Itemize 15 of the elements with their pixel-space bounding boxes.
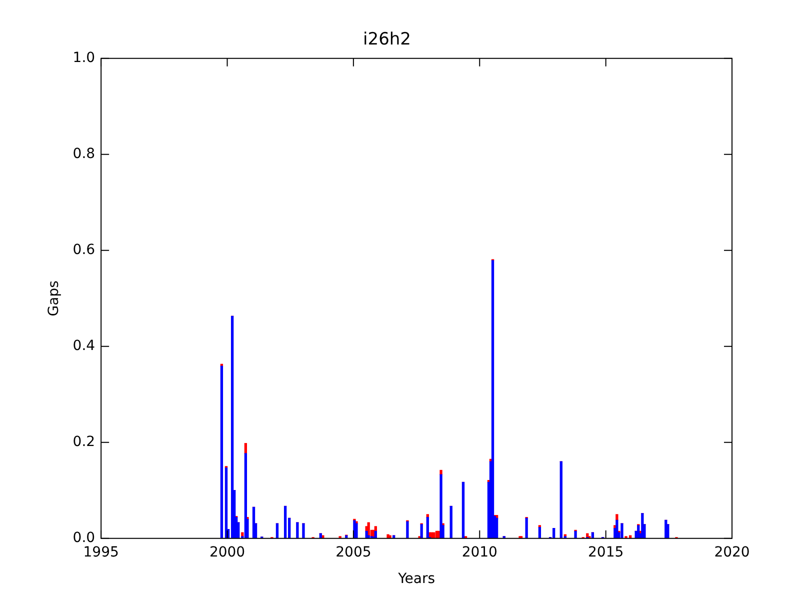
y-tick-label: 0.0 [72, 530, 96, 546]
y-tick-label: 0.4 [72, 338, 96, 354]
x-tick-label: 2000 [209, 544, 246, 560]
x-tick-label: 2005 [336, 544, 372, 560]
y-tick-label: 1.0 [72, 50, 96, 66]
x-tick-label: 2010 [462, 544, 498, 560]
y-axis-title: Gaps [46, 280, 62, 316]
y-tick-label: 0.2 [72, 434, 96, 450]
x-tick-label: 2020 [714, 544, 750, 560]
x-tick-label: 1995 [83, 544, 119, 560]
x-tick-label: 2015 [588, 544, 624, 560]
y-tick-label: 0.8 [72, 146, 96, 162]
chart-title: i26h2 [363, 30, 411, 50]
x-axis-title: Years [397, 571, 435, 588]
y-tick-label: 0.6 [72, 242, 96, 258]
